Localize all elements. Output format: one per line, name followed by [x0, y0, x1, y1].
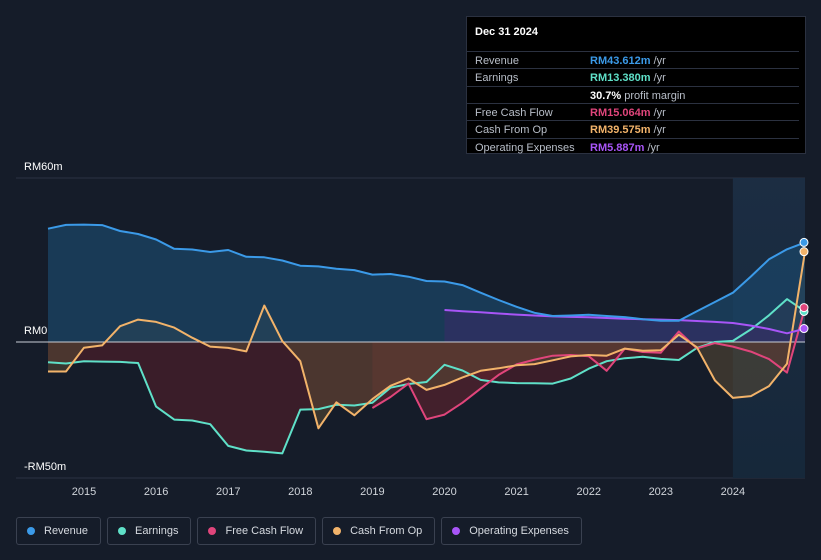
tooltip-date: Dec 31 2024	[475, 26, 538, 38]
line-free-cash-flow	[371, 307, 806, 421]
tooltip-row: Earnings RM13.380m /yr	[467, 68, 799, 86]
tooltip-row-unit: /yr	[650, 124, 666, 137]
x-tick-label: 2021	[504, 486, 528, 498]
legend-item-cash-from-op[interactable]: Cash From Op	[322, 517, 436, 545]
grid-lines	[16, 177, 805, 479]
legend-label: Cash From Op	[350, 525, 423, 537]
tooltip-row-value: RM15.064m /yr	[590, 106, 666, 119]
end-marker-operating-expenses	[799, 324, 809, 334]
tooltip-row-unit: /yr	[650, 72, 666, 85]
y-label: RM0	[24, 325, 47, 337]
tooltip-row-unit: profit margin	[621, 89, 686, 102]
area-operating-expenses	[444, 310, 805, 342]
tooltip-row-value: 30.7% profit margin	[590, 89, 686, 102]
y-label: -RM50m	[24, 461, 66, 473]
legend-dot-icon	[208, 527, 217, 535]
x-axis-tick-labels: 2015 2016 2017 2018 2019 2020 2021 2022 2023 2024	[72, 486, 745, 498]
tooltip-row-label: Operating Expenses	[475, 141, 575, 154]
line-revenue	[47, 223, 806, 322]
y-label: RM60m	[24, 161, 63, 173]
tooltip-row-value: RM39.575m /yr	[590, 124, 666, 137]
chart-legend: Revenue Earnings Free Cash Flow Cash From O…	[16, 517, 582, 547]
tooltip-row: Revenue RM43.612m /yr	[467, 51, 799, 69]
x-tick-label: 2016	[144, 486, 168, 498]
tooltip-row: Cash From Op RM39.575m /yr	[467, 120, 799, 138]
x-tick-label: 2018	[288, 486, 312, 498]
tooltip-row: 30.7% profit margin	[467, 85, 799, 104]
data-tooltip: Dec 31 2024 Revenue RM43.612m /yr Earnings…	[466, 16, 806, 154]
legend-item-revenue[interactable]: Revenue	[16, 517, 102, 545]
line-cash-from-op	[48, 251, 806, 430]
tooltip-row-label: Cash From Op	[475, 124, 548, 137]
tooltip-row: Operating Expenses RM5.887m /yr	[467, 137, 799, 156]
x-tick-label: 2020	[432, 486, 456, 498]
legend-label: Revenue	[44, 525, 89, 537]
tooltip-row-label: Earnings	[475, 72, 519, 85]
x-tick-label: 2019	[360, 486, 384, 498]
legend-dot-icon	[452, 527, 461, 535]
tooltip-row-unit: /yr	[650, 55, 666, 67]
tooltip-row-value: RM13.380m /yr	[590, 72, 666, 85]
legend-item-free-cash-flow[interactable]: Free Cash Flow	[197, 517, 317, 545]
tooltip-row-label: Revenue	[475, 55, 520, 67]
legend-label: Free Cash Flow	[225, 525, 304, 537]
series-lines	[47, 223, 806, 455]
series-end-markers	[799, 237, 809, 334]
legend-dot-icon	[333, 527, 342, 535]
line-earnings	[47, 298, 806, 455]
legend-label: Earnings	[135, 525, 179, 537]
end-marker-revenue	[799, 237, 809, 247]
end-marker-cash-from-op	[799, 247, 809, 257]
tooltip-row-unit: /yr	[650, 106, 666, 119]
y-axis-labels: RM60m RM0 -RM50m	[24, 161, 66, 473]
tooltip-row-unit: /yr	[644, 141, 660, 154]
tooltip-row-value: RM43.612m /yr	[590, 55, 666, 67]
tooltip-row-value: RM5.887m /yr	[590, 141, 660, 154]
x-tick-label: 2015	[72, 486, 96, 498]
x-tick-label: 2022	[576, 486, 600, 498]
legend-item-earnings[interactable]: Earnings	[107, 517, 192, 545]
tooltip-row-label: Free Cash Flow	[475, 106, 553, 119]
legend-item-operating-expenses[interactable]: Operating Expenses	[441, 517, 582, 545]
tooltip-row: Free Cash Flow RM15.064m /yr	[467, 102, 799, 121]
line-operating-expenses	[444, 309, 806, 335]
legend-dot-icon	[27, 527, 35, 535]
legend-dot-icon	[118, 527, 127, 535]
x-tick-label: 2023	[649, 486, 673, 498]
x-tick-label: 2017	[216, 486, 240, 498]
x-tick-label: 2024	[721, 486, 745, 498]
legend-label: Operating Expenses	[469, 525, 569, 537]
end-marker-free-cash-flow	[799, 303, 809, 313]
